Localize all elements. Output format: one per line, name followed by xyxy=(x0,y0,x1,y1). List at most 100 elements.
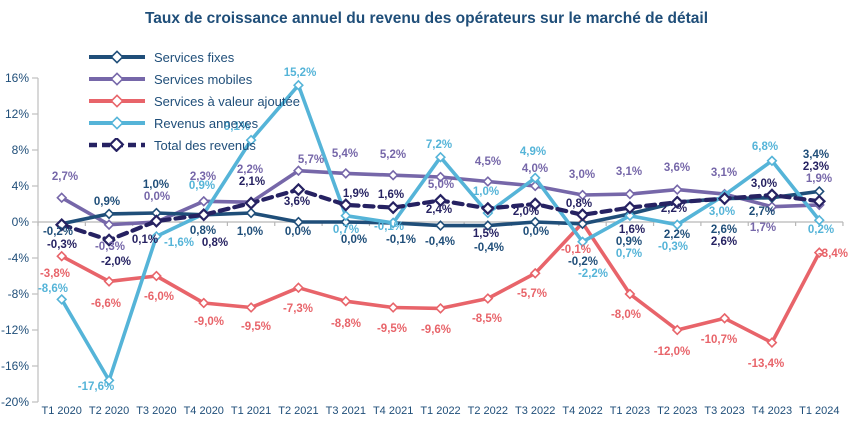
data-label: 9,1% xyxy=(224,121,250,133)
x-axis-label: T4 2021 xyxy=(373,405,413,417)
data-point-marker xyxy=(56,293,68,305)
data-label: -8,8% xyxy=(331,318,361,330)
data-label: -0,3% xyxy=(658,241,688,253)
data-label: -0,3% xyxy=(95,241,125,253)
data-point-marker xyxy=(482,293,494,304)
x-axis-label: T4 2020 xyxy=(184,405,224,417)
data-point-marker xyxy=(245,207,257,219)
data-label: 2,1% xyxy=(239,176,265,188)
data-label: -8,6% xyxy=(38,283,68,295)
data-label: -9,0% xyxy=(194,316,224,328)
x-axis-label: T2 2021 xyxy=(278,405,318,417)
data-label: -1,6% xyxy=(164,237,194,249)
data-point-marker xyxy=(150,230,162,242)
data-label: -0,4% xyxy=(425,236,455,248)
x-axis-label: T4 2023 xyxy=(752,405,792,417)
y-axis-label: 4% xyxy=(12,179,30,193)
data-point-marker xyxy=(340,210,352,222)
legend-item-total-des-revenus: Total des revenus xyxy=(88,134,300,156)
data-label: -6,0% xyxy=(144,291,174,303)
series-line-services-mobiles xyxy=(56,165,825,231)
data-label: 2,7% xyxy=(749,206,775,218)
data-label: 0,9% xyxy=(616,236,642,248)
data-point-marker xyxy=(671,184,683,196)
data-label: -0,4% xyxy=(474,242,504,254)
data-label: -0,1% xyxy=(561,244,591,256)
data-label: 2,6% xyxy=(711,236,737,248)
data-point-marker xyxy=(528,197,542,211)
data-point-marker xyxy=(387,169,399,181)
data-label: -0,3% xyxy=(47,239,77,251)
services-valeur-ajoutee-line-swatch-icon xyxy=(89,94,145,108)
legend-label: Services mobiles xyxy=(154,71,253,87)
data-point-marker xyxy=(577,236,588,248)
data-label: 2,3% xyxy=(803,161,829,173)
series-labels-services-mobiles: 2,7% -0,3% 0,0% 2,3% 2,2% 5,7% 5,4% 5,2% 5,0% 4,5… xyxy=(52,148,832,253)
data-label: 0,1% xyxy=(132,234,158,246)
data-label: 2,3% xyxy=(190,171,216,183)
axes: 16% 12% 8% 4% 0% -4% -8% -12% -16% -20% T1 2020 T2 … xyxy=(1,71,844,417)
data-label: 0,7% xyxy=(333,224,359,236)
data-label: 2,2% xyxy=(664,229,690,241)
data-label: 3,0% xyxy=(709,206,735,218)
data-label: 0,8% xyxy=(566,198,592,210)
data-point-marker xyxy=(529,172,541,184)
data-point-marker xyxy=(481,201,495,216)
services-fixes-line-swatch-icon xyxy=(89,50,145,64)
data-label: 1,0% xyxy=(143,179,169,191)
y-axis-label: -20% xyxy=(1,395,29,409)
data-label: 0,8% xyxy=(190,225,216,237)
y-axis-label: -16% xyxy=(1,359,29,373)
data-label: 3,4% xyxy=(803,149,829,161)
data-label: 1,7% xyxy=(750,222,776,234)
data-point-marker xyxy=(56,192,68,204)
data-point-marker xyxy=(387,302,399,313)
data-label: -13,4% xyxy=(748,358,784,370)
data-label: 0,7% xyxy=(616,248,642,260)
chart-title: Taux de croissance annuel du revenu des … xyxy=(144,10,709,27)
data-label: 5,7% xyxy=(298,154,324,166)
data-label: 1,6% xyxy=(619,224,645,236)
data-label: 2,0% xyxy=(513,206,539,218)
x-axis-label: T3 2020 xyxy=(136,405,176,417)
x-axis-label: T1 2023 xyxy=(610,405,650,417)
data-label: 0,0% xyxy=(341,234,367,246)
data-label: 1,5% xyxy=(473,228,499,240)
y-axis-label: 16% xyxy=(5,71,29,85)
data-point-marker xyxy=(293,79,304,91)
series-labels-revenus-annexes: -8,6% -17,6% -1,6% 0,9% 9,1% 15,2% 0,7% -0,1% 7,… xyxy=(38,67,834,393)
data-point-marker xyxy=(719,312,731,324)
data-point-marker xyxy=(56,250,68,262)
data-label: -9,6% xyxy=(421,324,451,336)
x-axis-label: T3 2021 xyxy=(326,405,366,417)
data-label: 1,6% xyxy=(378,189,404,201)
data-point-marker xyxy=(671,324,683,336)
data-label: 1,9% xyxy=(806,173,832,185)
data-label: -7,3% xyxy=(283,303,313,315)
y-axis-label: -12% xyxy=(1,323,29,337)
data-point-marker xyxy=(766,201,778,213)
data-label: -9,5% xyxy=(377,323,407,335)
data-point-marker xyxy=(765,188,779,202)
data-point-marker xyxy=(813,185,825,197)
data-label: -3,4% xyxy=(818,248,848,260)
data-label: 1,9% xyxy=(343,188,369,200)
data-label: -0,1% xyxy=(386,234,416,246)
data-point-marker xyxy=(149,214,164,228)
data-label: 3,1% xyxy=(711,167,737,179)
data-label: -12,0% xyxy=(654,346,690,358)
data-label: -3,8% xyxy=(40,268,70,280)
data-point-marker xyxy=(435,171,446,183)
data-point-marker xyxy=(198,195,210,207)
data-point-marker xyxy=(577,218,588,230)
data-label: 0,0% xyxy=(523,226,549,238)
y-axis-label: 0% xyxy=(12,215,30,229)
data-point-marker xyxy=(196,208,211,222)
data-label: -5,7% xyxy=(517,288,547,300)
data-label: -2,0% xyxy=(101,256,131,268)
data-point-marker xyxy=(435,220,446,232)
data-label: 5,0% xyxy=(428,179,454,191)
legend-item-services-valeur-ajoutee: Services à valeur ajoutée xyxy=(88,90,300,112)
data-point-marker xyxy=(435,302,446,314)
